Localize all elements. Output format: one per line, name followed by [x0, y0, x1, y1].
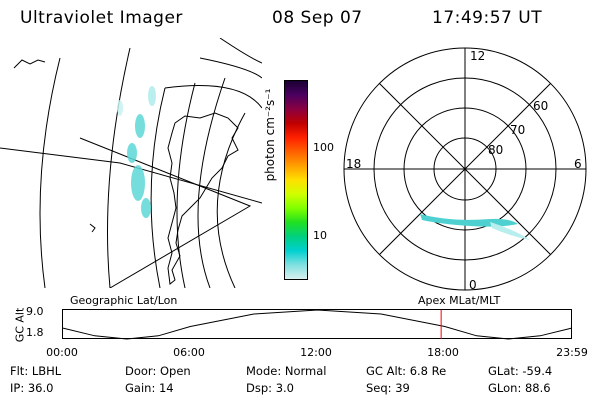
- map-grid-line: [0, 147, 262, 204]
- polar-auroral-oval: [420, 214, 530, 240]
- mlt-label-0: 0: [469, 278, 477, 292]
- date-label: 08 Sep 07: [272, 8, 363, 28]
- coastline: [13, 59, 46, 69]
- map-grid-line: [216, 112, 246, 288]
- ip-info: IP: 36.0: [10, 381, 54, 395]
- x-tick-0: 00:00: [46, 346, 78, 359]
- geographic-map: [0, 38, 262, 288]
- lat-label-70: 70: [510, 123, 525, 137]
- colorbar-tick-10: 10: [313, 229, 327, 242]
- door-value: Open: [159, 364, 191, 378]
- mlt-label-12: 12: [470, 49, 485, 63]
- coastline: [89, 223, 96, 233]
- mode-info: Mode: Normal: [246, 364, 327, 378]
- lat-label-60: 60: [533, 99, 548, 113]
- apex-label: Apex MLat/MLT: [418, 294, 501, 307]
- seq-value: 39: [395, 381, 410, 395]
- map-grid-line: [79, 137, 252, 288]
- x-tick-18: 18:00: [427, 346, 459, 359]
- gc-alt-axis-label: GC Alt: [13, 307, 27, 343]
- map-grid-line: [107, 47, 131, 288]
- colorbar: [284, 80, 308, 280]
- polar-diagonal: [379, 83, 551, 255]
- mlt-label-6: 6: [574, 157, 582, 171]
- filter-value: LBHL: [31, 364, 62, 378]
- orbit-timeline-plot: [62, 309, 572, 340]
- x-tick-6: 06:00: [173, 346, 205, 359]
- map-grid-line: [219, 38, 262, 64]
- auroral-emission: [117, 86, 156, 218]
- lat-label-80: 80: [488, 143, 503, 157]
- y-max-label: 9.0: [26, 305, 44, 318]
- gain-value: 14: [158, 381, 174, 395]
- colorbar-tick-100: 100: [313, 141, 334, 154]
- y-min-label: 1.8: [26, 326, 44, 339]
- timeline-frame: [62, 309, 572, 339]
- map-grid-line: [199, 57, 262, 79]
- dsp-value: 3.0: [275, 381, 294, 395]
- map-grid-line: [39, 57, 61, 288]
- glon-info: GLon: 88.6: [488, 381, 551, 395]
- x-tick-12: 12:00: [300, 346, 332, 359]
- gc-alt-info: GC Alt: 6.8 Re: [366, 364, 447, 378]
- geographic-label: Geographic Lat/Lon: [70, 294, 178, 307]
- gain-info: Gain: 14: [125, 381, 174, 395]
- polar-mlt-plot: 12 18 6 0 60 70 80: [343, 47, 587, 292]
- coastline: [167, 112, 239, 285]
- filter-info: Flt: LBHL: [10, 364, 62, 378]
- map-grid-line: [164, 85, 262, 109]
- seq-info: Seq: 39: [366, 381, 410, 395]
- instrument-title: Ultraviolet Imager: [20, 8, 183, 28]
- dsp-info: Dsp: 3.0: [246, 381, 294, 395]
- ip-value: 36.0: [27, 381, 54, 395]
- mode-value: Normal: [284, 364, 327, 378]
- time-label: 17:49:57 UT: [432, 8, 543, 28]
- glat-value: -59.4: [522, 364, 553, 378]
- gc-alt-value: 6.8 Re: [409, 364, 447, 378]
- glat-info: GLat: -59.4: [488, 364, 553, 378]
- door-info: Door: Open: [125, 364, 191, 378]
- map-grid-line: [150, 87, 166, 288]
- mlt-label-18: 18: [346, 157, 361, 171]
- orbit-altitude-line: [62, 309, 572, 340]
- glon-value: 88.6: [524, 381, 551, 395]
- map-grid-line: [197, 77, 226, 288]
- colorbar-unit-label: photon cm⁻²s⁻¹: [263, 88, 277, 182]
- map-grid-line: [176, 82, 196, 288]
- x-tick-24: 23:59: [556, 346, 588, 359]
